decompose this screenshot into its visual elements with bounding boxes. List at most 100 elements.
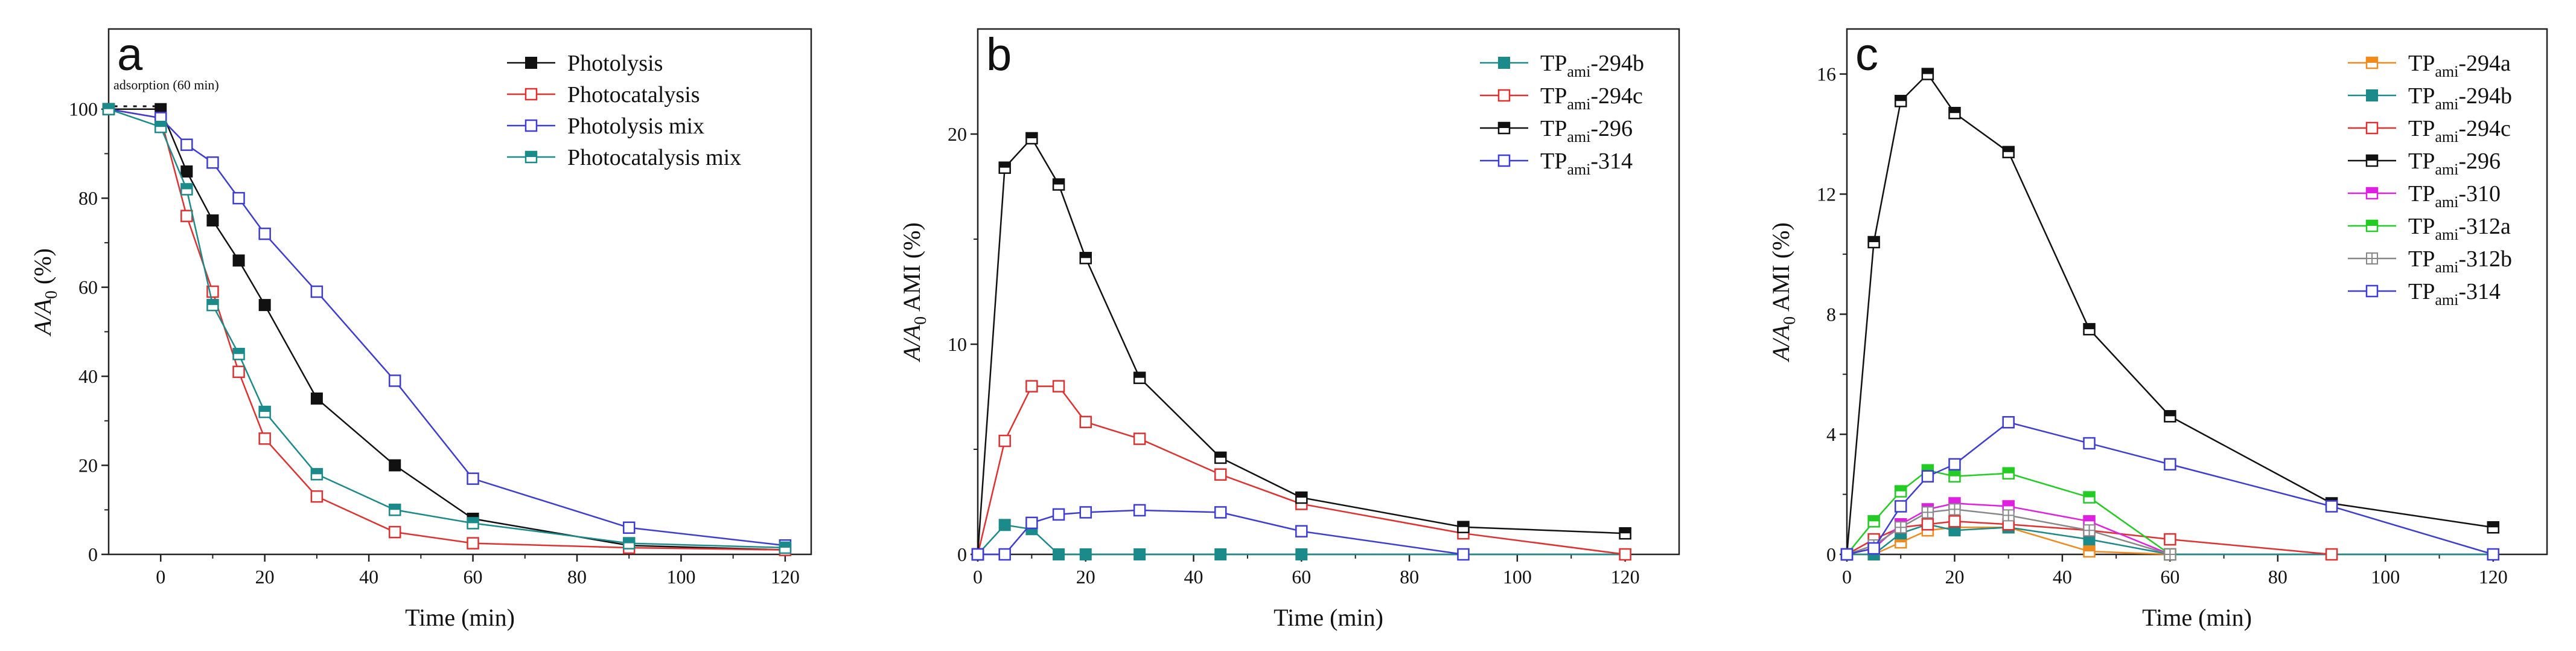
x-tick-label: 60	[2160, 566, 2179, 588]
legend-label-name: TP	[2408, 279, 2435, 304]
y-axis-title-slash: /	[1767, 337, 1794, 347]
data-point-fill	[1868, 236, 1879, 242]
series-line	[109, 108, 785, 551]
data-point	[1133, 432, 1146, 445]
data-point	[388, 374, 401, 387]
legend-marker	[2365, 284, 2379, 298]
x-tick-label: 120	[771, 566, 800, 588]
data-point	[2002, 416, 2015, 429]
data-point-fill	[1922, 68, 1933, 74]
legend-label-suffix: -310	[2458, 181, 2501, 207]
x-tick-label: 80	[567, 566, 587, 588]
legend-label-name: TP	[1540, 149, 1567, 174]
y-tick-label: 60	[78, 277, 98, 298]
legend-label: Photocatalysis mix	[567, 145, 741, 170]
legend-item: TPami-314	[1480, 149, 1633, 178]
data-point-fill	[311, 469, 322, 475]
y-tick-label: 0	[957, 544, 967, 565]
y-axis-title-sub: 0	[1781, 316, 1799, 325]
data-point	[1921, 470, 1934, 483]
legend-label: TPami-294b	[1540, 51, 1644, 80]
data-point-fill	[1053, 179, 1065, 185]
series-296	[1840, 68, 2500, 561]
series-line	[977, 136, 1625, 555]
data-point-fill	[207, 300, 218, 306]
legend-marker	[1497, 121, 1511, 135]
data-point	[2164, 410, 2176, 423]
data-point-fill	[2003, 146, 2014, 152]
y-tick-label: 16	[1817, 63, 1836, 85]
data-point-fill	[2003, 467, 2014, 473]
data-point	[998, 161, 1011, 174]
y-axis-title-A0: A	[29, 298, 56, 315]
data-point-fill	[259, 406, 270, 412]
legend-marker-fill	[526, 152, 537, 157]
data-point	[206, 156, 219, 169]
data-point-fill	[2003, 501, 2014, 507]
data-point	[2083, 437, 2096, 450]
data-point	[1295, 548, 1308, 560]
data-point	[102, 103, 115, 115]
data-point-fill	[2083, 324, 2095, 330]
legend-label-name: TP	[2408, 214, 2435, 239]
x-tick-label: 0	[1842, 566, 1852, 588]
data-point	[180, 210, 193, 222]
legend-marker-fill	[2367, 188, 2377, 193]
series-line	[108, 108, 786, 547]
x-tick-label: 60	[464, 566, 483, 588]
legend-label-suffix: -294a	[2458, 51, 2511, 76]
legend-label-sub: ami	[2435, 128, 2458, 146]
data-point	[180, 138, 193, 151]
x-axis-title: Time (min)	[1274, 604, 1383, 631]
data-point	[180, 165, 193, 178]
data-point	[154, 120, 167, 133]
data-point	[258, 405, 271, 418]
x-axis-title: Time (min)	[2142, 604, 2252, 631]
data-point	[1948, 515, 1961, 528]
legend-marker-fill	[2367, 57, 2377, 63]
data-point	[998, 519, 1011, 531]
y-axis-title-unit: (%)	[29, 248, 56, 290]
data-point	[1079, 548, 1092, 560]
panel-letter: b	[986, 29, 1012, 80]
data-point-fill	[1134, 372, 1146, 378]
legend-item: TPami-312b	[2348, 246, 2512, 276]
data-point-fill	[1026, 132, 1038, 138]
legend-label: TPami-314	[1540, 149, 1633, 178]
y-tick-label: 80	[78, 187, 98, 209]
legend-item: TPami-310	[2348, 181, 2501, 211]
data-point-fill	[1215, 452, 1226, 458]
data-point-fill	[1922, 464, 1933, 470]
y-axis-title-slash: /	[29, 312, 56, 322]
legend-marker	[2365, 187, 2379, 200]
data-point-fill	[1868, 516, 1879, 522]
legend-marker	[524, 119, 538, 132]
legend-label-suffix: -294c	[1590, 83, 1643, 109]
data-point	[1079, 415, 1092, 429]
legend-item: Photolysis mix	[507, 114, 704, 139]
y-tick-label: 12	[1817, 183, 1836, 205]
legend-item: TPami-296	[2348, 149, 2501, 178]
legend-label-sub: ami	[2435, 193, 2458, 211]
y-tick-label: 8	[1826, 303, 1836, 325]
x-tick-label: 40	[359, 566, 378, 588]
legend-marker	[1498, 57, 1510, 69]
legend-label: Photocatalysis	[567, 82, 700, 107]
data-point	[2325, 548, 2338, 561]
legend-label: TPami-296	[1540, 116, 1633, 146]
data-point	[389, 459, 401, 472]
data-point	[2002, 509, 2015, 522]
legend-label: TPami-312b	[2408, 246, 2512, 276]
data-point	[467, 537, 479, 550]
data-point-fill	[233, 348, 244, 354]
data-point-fill	[467, 518, 479, 524]
panel-letter: a	[117, 29, 143, 80]
legend-marker-fill	[2367, 155, 2377, 161]
legend-label-name: TP	[2408, 181, 2435, 207]
y-axis-title-A: A	[898, 346, 925, 363]
data-point	[1894, 500, 1907, 513]
legend-marker	[2366, 89, 2378, 101]
series-314	[1840, 416, 2500, 561]
legend-label-name: Photolysis mix	[567, 114, 704, 139]
